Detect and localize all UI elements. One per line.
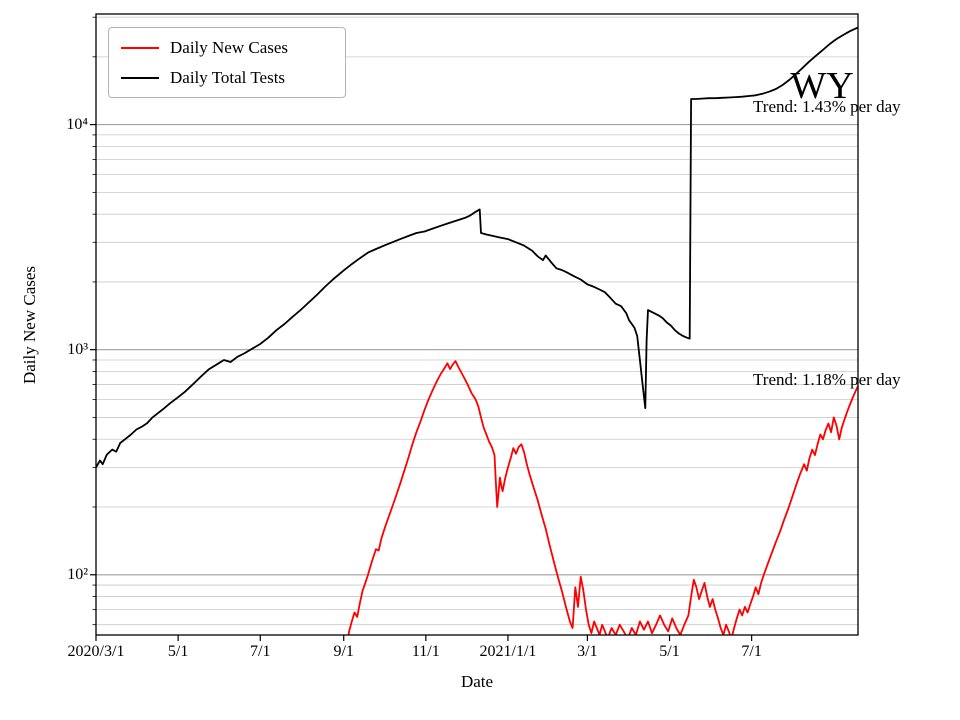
- series-line-daily-new-cases: [347, 360, 858, 635]
- x-tick-label: 11/1: [411, 643, 440, 660]
- legend-label-tests: Daily Total Tests: [170, 67, 286, 87]
- tests-line-swatch: [121, 76, 159, 79]
- x-tick-label: 3/1: [577, 643, 598, 660]
- trend-annotation-cases: Trend: 1.18% per day: [753, 370, 901, 389]
- y-tick-label: 10³: [67, 340, 88, 358]
- x-tick-label: 5/1: [167, 643, 189, 660]
- series-line-daily-total-tests: [96, 26, 858, 468]
- state-watermark: WY: [790, 65, 854, 107]
- legend-entry-cases: Daily New Cases: [121, 37, 333, 58]
- legend: Daily New Cases Daily Total Tests: [108, 27, 346, 98]
- legend-label-cases: Daily New Cases: [170, 37, 289, 57]
- y-tick-label: 10⁴: [66, 115, 88, 133]
- x-tick-label: 9/1: [333, 643, 354, 660]
- cases-line-swatch: [121, 46, 159, 49]
- x-tick-label: 2021/1/1: [479, 643, 537, 660]
- x-tick-label: 7/1: [741, 643, 762, 660]
- y-tick-label: 10²: [67, 565, 88, 583]
- x-tick-label: 2020/3/1: [67, 643, 125, 660]
- plot-border: [95, 13, 859, 636]
- x-tick-label: 7/1: [250, 643, 271, 660]
- y-axis-label: Daily New Cases: [20, 265, 39, 385]
- x-axis-label: Date: [460, 672, 494, 691]
- legend-entry-tests: Daily Total Tests: [121, 67, 333, 88]
- x-tick-label: 5/1: [659, 643, 680, 660]
- trend-annotation-tests: Trend: 1.43% per day: [753, 97, 901, 116]
